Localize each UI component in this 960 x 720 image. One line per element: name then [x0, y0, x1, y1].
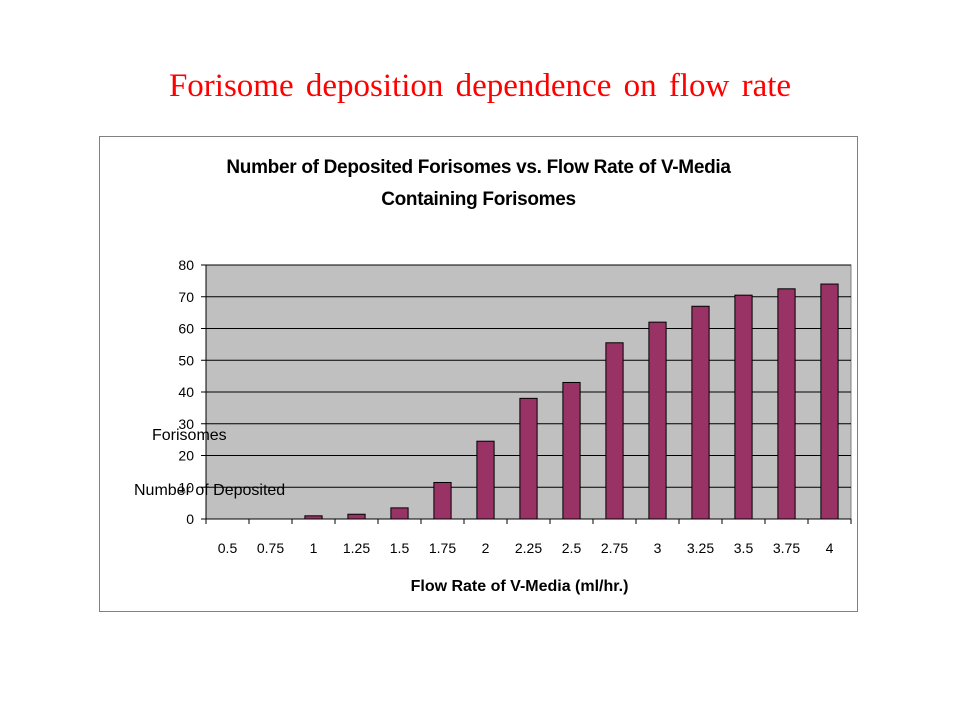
- x-tick-label: 1: [310, 540, 318, 556]
- y-tick-label: 50: [178, 352, 194, 368]
- bar: [519, 397, 538, 520]
- x-tick-label: 0.75: [257, 540, 284, 556]
- y-tick-label: 30: [178, 416, 194, 432]
- x-tick-label: 3.75: [773, 540, 800, 556]
- bar-chart: 0 10 20 30 40 50 60 70 80 0.5 0.75 1 1.25 1.5 1.75 2 2.2…: [178, 257, 852, 595]
- bar: [605, 342, 624, 520]
- x-tick-label: 0.5: [218, 540, 238, 556]
- x-tick-label: 1.25: [343, 540, 370, 556]
- x-tick-label: 2.75: [601, 540, 628, 556]
- x-tick-label: 3.25: [687, 540, 714, 556]
- bar: [820, 283, 839, 520]
- y-tick-label: 60: [178, 321, 194, 337]
- bar: [390, 507, 409, 520]
- bar: [691, 305, 710, 520]
- bar: [304, 515, 323, 520]
- bar: [476, 440, 495, 520]
- x-tick-label: 1.5: [390, 540, 410, 556]
- x-axis-title: Flow Rate of V-Media (ml/hr.): [411, 578, 629, 595]
- x-tick-label: 1.75: [429, 540, 456, 556]
- bar: [433, 481, 452, 520]
- chart-frame: Number of Deposited Forisomes vs. Flow R…: [99, 136, 858, 612]
- bar: [734, 294, 753, 520]
- x-tick-label: 3.5: [734, 540, 754, 556]
- y-tick-label: 70: [178, 289, 194, 305]
- x-tick-label: 2.25: [515, 540, 542, 556]
- y-axis-title-line-2: Forisomes: [152, 427, 227, 444]
- chart-title-line-2: Containing Forisomes: [381, 189, 576, 210]
- bar: [777, 288, 796, 520]
- x-tick-label: 4: [826, 540, 834, 556]
- bar: [648, 321, 667, 520]
- y-tick-label: 0: [186, 511, 194, 527]
- y-tick-label: 20: [178, 448, 194, 464]
- x-tick-label: 2.5: [562, 540, 582, 556]
- y-axis-title-line-1: Number of Deposited: [134, 482, 286, 499]
- y-tick-label: 40: [178, 384, 194, 400]
- chart-title-line-1: Number of Deposited Forisomes vs. Flow R…: [226, 157, 731, 178]
- y-tick-label: 10: [178, 479, 194, 495]
- slide-title: Forisome deposition dependence on flow r…: [168, 68, 792, 104]
- bar: [562, 381, 581, 520]
- x-tick-label: 3: [654, 540, 662, 556]
- y-tick-label: 80: [178, 257, 194, 273]
- x-tick-label: 2: [482, 540, 490, 556]
- bar: [347, 513, 366, 520]
